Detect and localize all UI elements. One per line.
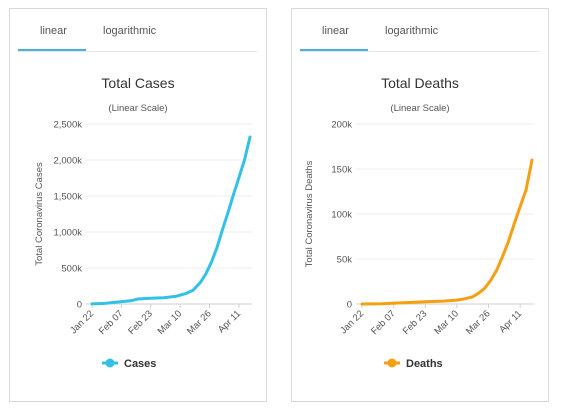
y-tick-label: 200k bbox=[331, 120, 352, 131]
y-tick-label: 0 bbox=[347, 300, 352, 311]
chart-subtitle: (Linear Scale) bbox=[108, 103, 167, 114]
x-tick-label: Apr 11 bbox=[497, 308, 524, 335]
scale-tabs: linear logarithmic bbox=[10, 9, 266, 52]
x-tick-label: Feb 23 bbox=[401, 308, 430, 337]
x-tick-label: Jan 22 bbox=[68, 308, 96, 336]
x-tick-label: Feb 07 bbox=[369, 308, 398, 337]
cases-chart-card: linear logarithmic Total Cases (Linear Sc… bbox=[9, 8, 267, 402]
series-line-deaths bbox=[360, 158, 534, 306]
y-tick-label: 1,000k bbox=[53, 228, 82, 239]
x-tick-label: Jan 22 bbox=[338, 308, 366, 336]
chart-title: Total Deaths bbox=[381, 75, 459, 91]
x-tick-label: Feb 07 bbox=[97, 308, 126, 337]
tab-logarithmic[interactable]: logarithmic bbox=[385, 25, 439, 37]
x-tick-label: Feb 23 bbox=[126, 308, 155, 337]
cases-chart: Total Cases (Linear Scale) 0 500k 1,000k 1,50… bbox=[34, 75, 252, 370]
x-tick-label: Mar 10 bbox=[156, 308, 185, 337]
x-tick-label: Mar 26 bbox=[464, 308, 493, 337]
y-tick-label: 2,500k bbox=[53, 120, 82, 131]
y-axis-title: Total Coronavirus Cases bbox=[34, 162, 45, 266]
chart-subtitle: (Linear Scale) bbox=[390, 103, 449, 114]
tab-linear[interactable]: linear bbox=[322, 25, 349, 37]
y-tick-label: 50k bbox=[337, 255, 353, 266]
tab-logarithmic[interactable]: logarithmic bbox=[103, 25, 157, 37]
y-tick-label: 1,500k bbox=[53, 192, 82, 203]
y-axis-title: Total Coronavirus Deaths bbox=[304, 160, 315, 267]
tab-divider bbox=[300, 51, 540, 52]
series-line-cases bbox=[90, 135, 252, 306]
y-tick-label: 100k bbox=[331, 210, 352, 221]
legend-marker bbox=[387, 358, 397, 368]
x-tick-label: Mar 26 bbox=[185, 308, 214, 337]
y-tick-label: 2,000k bbox=[53, 156, 82, 167]
legend-label: Cases bbox=[124, 358, 156, 370]
tab-divider bbox=[18, 51, 258, 52]
deaths-chart-card: linear logarithmic Total Deaths (Linear S… bbox=[291, 8, 549, 402]
active-tab-indicator bbox=[300, 49, 368, 51]
x-tick-label: Mar 10 bbox=[432, 308, 461, 337]
scale-tabs: linear logarithmic bbox=[292, 9, 548, 52]
y-tick-label: 0 bbox=[77, 300, 82, 311]
deaths-chart: Total Deaths (Linear Scale) 0 50k 100k 150k 20… bbox=[304, 75, 534, 370]
tab-linear[interactable]: linear bbox=[40, 25, 67, 37]
active-tab-indicator bbox=[18, 49, 86, 51]
x-tick-label: Apr 11 bbox=[216, 308, 243, 335]
legend-marker bbox=[105, 358, 115, 368]
y-tick-label: 500k bbox=[61, 264, 82, 275]
legend-label: Deaths bbox=[406, 358, 443, 370]
chart-title: Total Cases bbox=[101, 75, 174, 91]
y-tick-label: 150k bbox=[331, 165, 352, 176]
